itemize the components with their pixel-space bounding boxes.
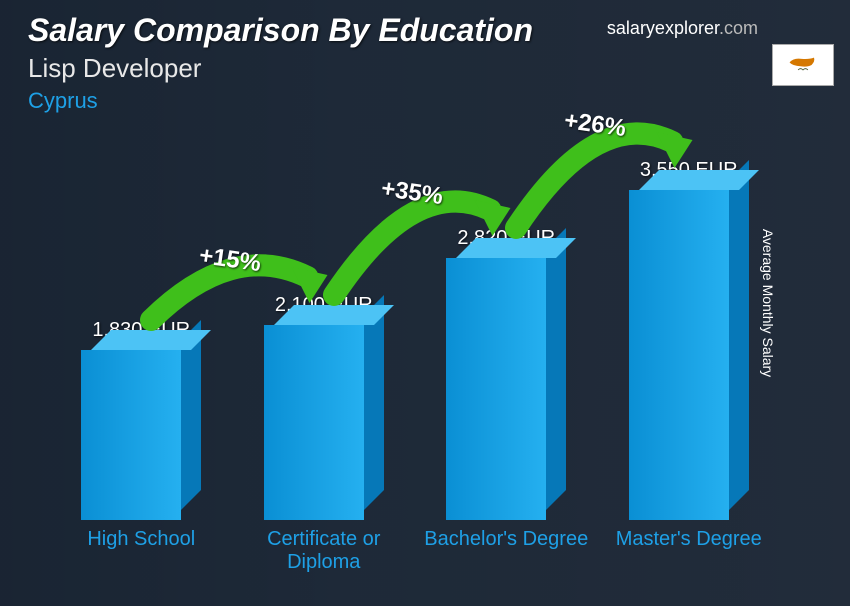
bar-group: 3,550 EURMaster's Degree [606,159,773,576]
bar-group: 1,830 EURHigh School [58,319,225,576]
bar-chart: 1,830 EURHigh School2,100 EURCertificate… [50,130,780,576]
bar-category-label: High School [87,528,195,576]
brand-label: salaryexplorer.com [607,18,758,39]
bar [629,190,749,520]
bar [264,325,384,520]
bar-category-label: Certificate or Diploma [241,528,408,576]
bar-category-label: Master's Degree [616,528,762,576]
bar [81,350,201,520]
brand-domain: .com [719,18,758,38]
country-name: Cyprus [28,88,822,114]
brand-name: salaryexplorer [607,18,719,38]
bar-category-label: Bachelor's Degree [424,528,588,576]
bar-group: 2,100 EURCertificate or Diploma [241,294,408,576]
bar [446,258,566,520]
bar-group: 2,820 EURBachelor's Degree [423,227,590,576]
job-title: Lisp Developer [28,53,822,84]
country-flag-icon [772,44,834,86]
